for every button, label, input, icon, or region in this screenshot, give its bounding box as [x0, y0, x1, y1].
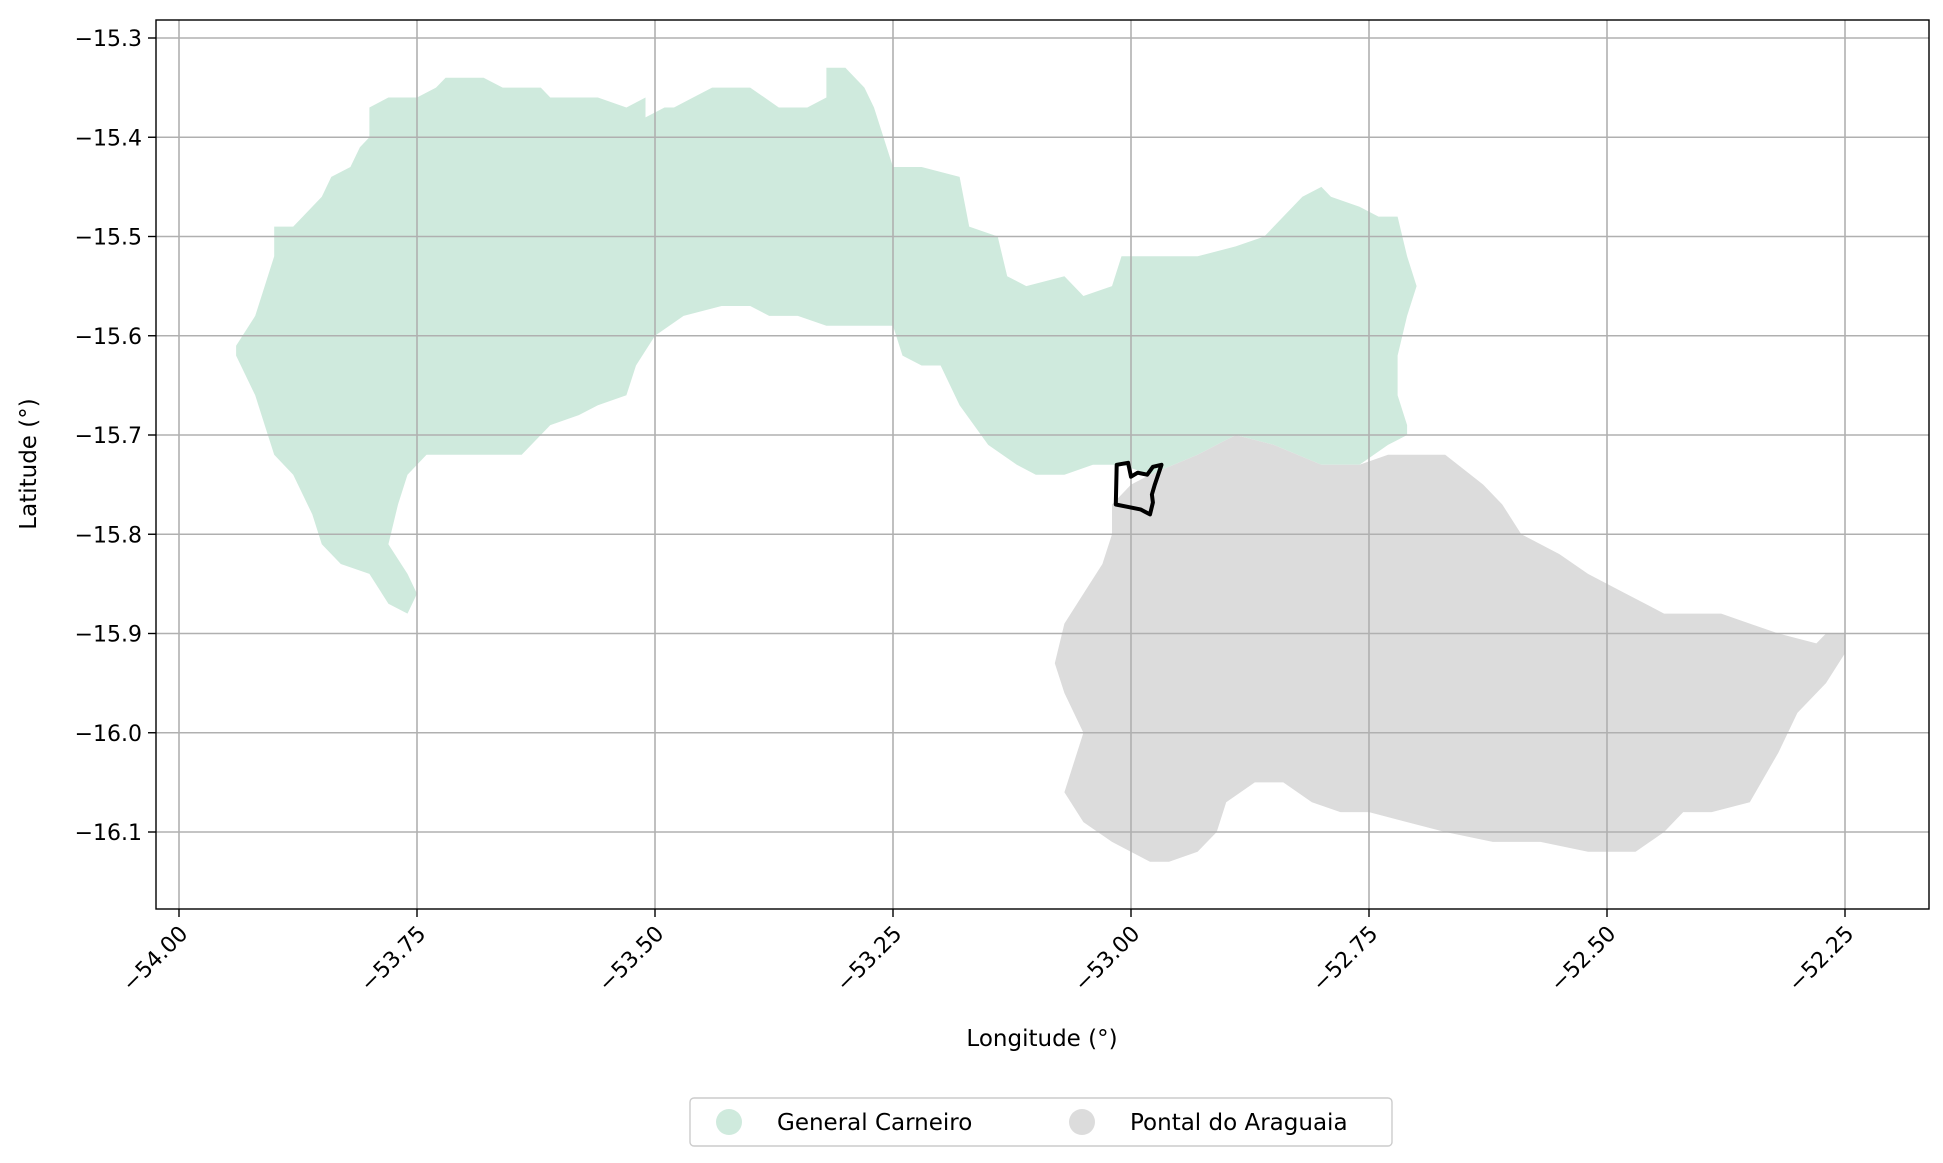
x-tick-label: −54.00: [118, 922, 193, 997]
legend-frame: [689, 1097, 1393, 1147]
x-tick-label: −52.75: [1308, 922, 1383, 997]
plot-frame: [155, 19, 1930, 910]
x-tick-label: −53.50: [594, 922, 669, 997]
y-tick-label: −16.0: [75, 722, 142, 747]
y-tick-label: −15.5: [75, 226, 142, 251]
y-tick-label: −15.8: [75, 523, 142, 548]
x-tick-label: −53.75: [356, 922, 431, 997]
legend-marker-pontal-do-araguaia: [1069, 1109, 1095, 1135]
x-axis-label: Longitude (°): [966, 1026, 1117, 1052]
legend-label-pontal-do-araguaia: Pontal do Araguaia: [1130, 1110, 1348, 1136]
y-tick-label: −15.7: [75, 424, 142, 449]
x-tick-label: −52.50: [1546, 922, 1621, 997]
x-axis-ticks: −54.00 −53.75 −53.50 −53.25 −53.00 −52.75 −52.…: [118, 909, 1859, 997]
y-tick-label: −15.9: [75, 623, 142, 648]
x-tick-label: −53.25: [832, 922, 907, 997]
region-pontal-do-araguaia: [1054, 435, 1845, 862]
highlighted-area-outline: [1113, 460, 1164, 517]
x-tick-label: −52.25: [1784, 922, 1859, 997]
x-tick-label: −53.00: [1070, 922, 1145, 997]
grid-layer: [156, 20, 1929, 909]
y-axis-label: Latitude (°): [16, 398, 42, 529]
region-layer: [236, 67, 1845, 862]
y-axis-ticks: −15.3 −15.4 −15.5 −15.6 −15.7 −15.8 −15.9 −16.0…: [75, 27, 156, 846]
legend-label-general-carneiro: General Carneiro: [777, 1110, 972, 1136]
y-tick-label: −15.4: [75, 126, 142, 151]
legend: General Carneiro Pontal do Araguaia: [689, 1097, 1393, 1147]
highlight-layer: [1113, 460, 1164, 517]
y-tick-label: −15.3: [75, 27, 142, 52]
y-tick-label: −16.1: [75, 821, 142, 846]
legend-marker-general-carneiro: [716, 1109, 742, 1135]
region-general-carneiro: [236, 67, 1417, 614]
y-tick-label: −15.6: [75, 325, 142, 350]
